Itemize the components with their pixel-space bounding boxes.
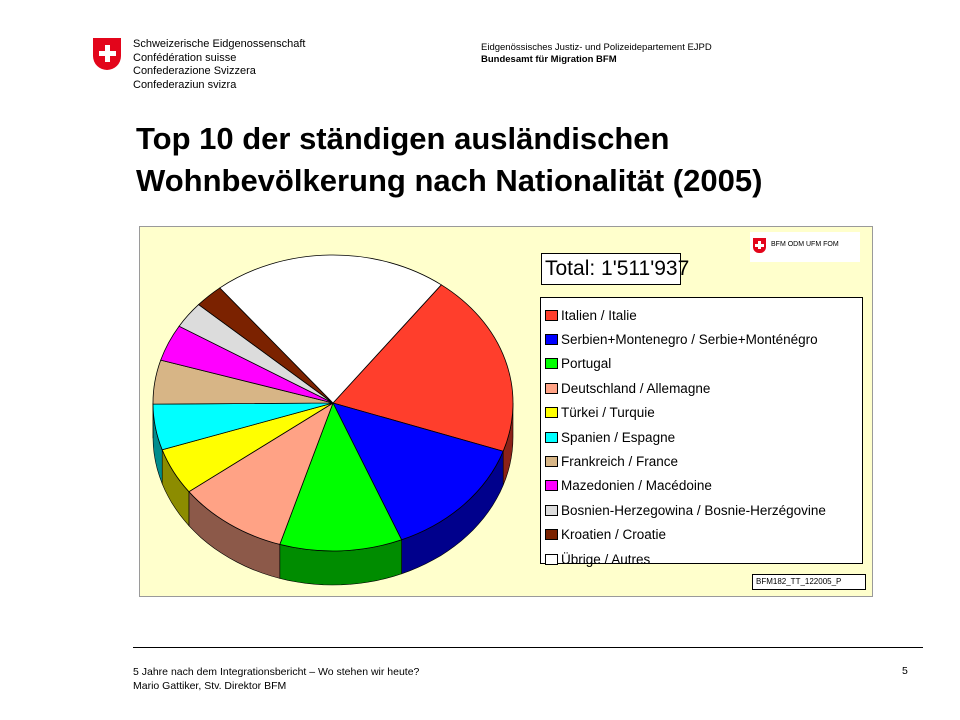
confed-line-fr: Confédération suisse	[133, 51, 237, 64]
source-code-label: BFM182_TT_122005_P	[752, 574, 866, 590]
swiss-confederation-logo: Schweizerische Eidgenossenschaft Confédé…	[93, 38, 393, 94]
legend-label: Spanien / Espagne	[561, 429, 676, 445]
pie-slice-4	[188, 402, 334, 545]
pie-chart-area: BFM ODM UFM FOM Total: 1'511'937 Italien…	[139, 226, 873, 597]
swiss-flag-icon	[93, 38, 121, 70]
department-block: Eidgenössisches Justiz- und Polizeidepar…	[481, 42, 712, 66]
chart-legend: Italien / Italie Serbien+Montenegro / Ser…	[540, 297, 863, 567]
pie-chart-svg	[152, 254, 514, 586]
confed-line-rm: Confederaziun svizra	[133, 78, 237, 91]
legend-swatch	[545, 309, 558, 321]
legend-label: Übrige / Autres	[561, 551, 651, 567]
footer-divider	[133, 647, 923, 648]
office-name: Bundesamt für Migration BFM	[481, 54, 617, 65]
footer-text: 5 Jahre nach dem Integrationsbericht – W…	[133, 665, 419, 693]
slide-title-line1: Top 10 der ständigen ausländischen	[136, 121, 670, 156]
legend-label: Portugal	[561, 356, 612, 372]
legend-label: Italien / Italie	[561, 307, 637, 323]
pie-slice-1	[332, 284, 514, 452]
legend-item: Deutschland / Allemagne	[541, 376, 862, 400]
legend-label: Kroatien / Croatie	[561, 527, 667, 543]
legend-item: Italien / Italie	[541, 303, 862, 327]
pie-slice-2	[332, 402, 504, 541]
legend-item: Kroatien / Croatie	[541, 523, 862, 547]
department-name: Eidgenössisches Justiz- und Polizeidepar…	[481, 42, 712, 53]
legend-label: Frankreich / France	[561, 454, 679, 470]
legend-item: Türkei / Turquie	[541, 401, 862, 425]
legend-item: Portugal	[541, 352, 862, 376]
pie-slice-11	[219, 254, 442, 404]
bfm-mini-logo: BFM ODM UFM FOM	[750, 232, 860, 262]
slide-title: Top 10 der ständigen ausländischen Wohnb…	[136, 118, 916, 202]
slide-title-line2: Wohnbevölkerung nach Nationalität (2005)	[136, 163, 763, 198]
legend-item: Spanien / Espagne	[541, 425, 862, 449]
confed-line-it: Confederazione Svizzera	[133, 65, 256, 77]
mini-swiss-flag-icon	[753, 238, 766, 253]
legend-item: Übrige / Autres	[541, 547, 862, 571]
mini-logo-text: BFM ODM UFM FOM	[771, 241, 839, 248]
footer-line2: Mario Gattiker, Stv. Direktor BFM	[133, 680, 287, 692]
legend-item: Mazedonien / Macédoine	[541, 474, 862, 498]
page-number: 5	[902, 665, 908, 677]
pie-slice-3	[279, 402, 403, 552]
legend-item: Frankreich / France	[541, 449, 862, 473]
legend-label: Bosnien-Herzegowina / Bosnie-Herzégovine	[561, 502, 826, 518]
footer-line1: 5 Jahre nach dem Integrationsbericht – W…	[133, 666, 420, 678]
legend-swatch	[545, 504, 558, 516]
legend-swatch	[545, 431, 558, 443]
chart-total-label: Total: 1'511'937	[541, 253, 689, 285]
legend-label: Mazedonien / Macédoine	[561, 478, 712, 494]
confed-line-de: Schweizerische Eidgenossenschaft	[133, 38, 306, 50]
legend-swatch	[545, 480, 558, 492]
legend-swatch	[545, 334, 558, 346]
legend-item: Bosnien-Herzegowina / Bosnie-Herzégovine	[541, 498, 862, 522]
legend-swatch	[545, 456, 558, 468]
legend-swatch	[545, 382, 558, 394]
legend-swatch	[545, 553, 558, 565]
legend-label: Türkei / Turquie	[561, 405, 655, 421]
confederation-names: Schweizerische Eidgenossenschaft Confédé…	[133, 38, 305, 92]
legend-item: Serbien+Montenegro / Serbie+Monténégro	[541, 327, 862, 351]
legend-swatch	[545, 407, 558, 419]
pie-side-walls	[152, 402, 514, 586]
legend-swatch	[545, 529, 558, 541]
legend-label: Deutschland / Allemagne	[561, 380, 711, 396]
legend-label: Serbien+Montenegro / Serbie+Monténégro	[561, 332, 818, 348]
legend-swatch	[545, 358, 558, 370]
